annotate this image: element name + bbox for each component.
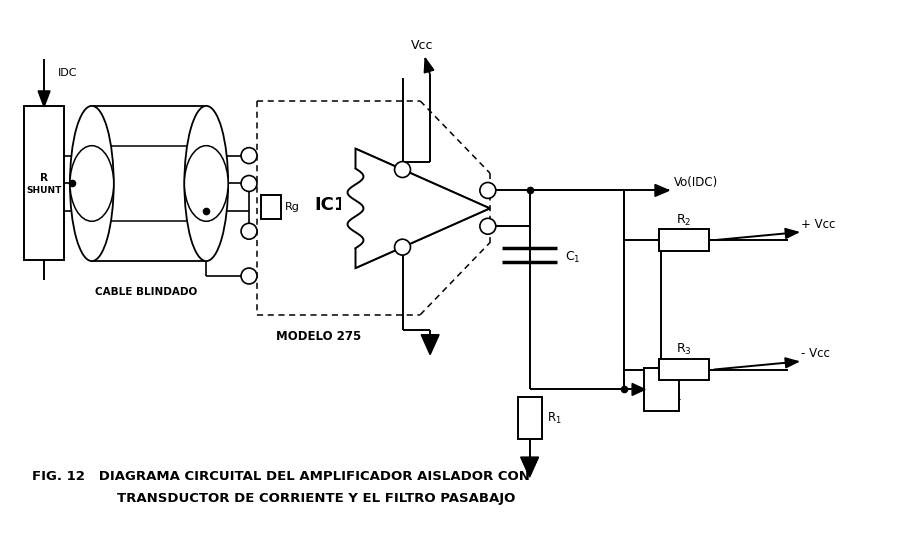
- Text: SHUNT: SHUNT: [26, 186, 62, 195]
- Circle shape: [241, 148, 257, 164]
- Text: CABLE BLINDADO: CABLE BLINDADO: [96, 287, 198, 297]
- Bar: [517, 397, 541, 439]
- Text: IC1: IC1: [314, 196, 347, 214]
- Polygon shape: [785, 229, 798, 239]
- Circle shape: [241, 223, 257, 239]
- Polygon shape: [421, 335, 439, 355]
- Circle shape: [394, 239, 411, 255]
- Text: Vcc: Vcc: [411, 39, 434, 52]
- Bar: [659, 359, 709, 381]
- Ellipse shape: [70, 145, 114, 221]
- Text: 3: 3: [246, 179, 252, 188]
- Text: Vo(IDC): Vo(IDC): [674, 176, 718, 189]
- Text: IDC: IDC: [58, 68, 77, 78]
- Text: 5: 5: [485, 186, 491, 195]
- Ellipse shape: [70, 106, 114, 261]
- Text: Rg: Rg: [285, 203, 300, 213]
- Text: 1: 1: [246, 151, 252, 160]
- Bar: [25, 106, 64, 260]
- Text: R$_3$: R$_3$: [676, 342, 691, 357]
- Ellipse shape: [184, 145, 228, 221]
- Text: R: R: [40, 173, 48, 183]
- Polygon shape: [38, 91, 50, 107]
- Polygon shape: [632, 384, 645, 395]
- Text: P: P: [654, 383, 661, 396]
- Text: 4: 4: [246, 227, 251, 236]
- Circle shape: [480, 183, 496, 198]
- Text: FIG. 12   DIAGRAMA CIRCUITAL DEL AMPLIFICADOR AISLADOR CON: FIG. 12 DIAGRAMA CIRCUITAL DEL AMPLIFICA…: [32, 471, 530, 483]
- Circle shape: [241, 268, 257, 284]
- Text: R$_2$: R$_2$: [676, 213, 691, 228]
- Bar: [261, 195, 281, 219]
- Polygon shape: [355, 149, 490, 268]
- Text: + Vcc: + Vcc: [802, 218, 835, 231]
- Text: 6: 6: [485, 222, 491, 231]
- Polygon shape: [655, 184, 669, 196]
- Text: 7: 7: [400, 243, 405, 251]
- Bar: [92, 106, 206, 261]
- Text: R$_1$: R$_1$: [670, 390, 682, 403]
- Text: MODELO 275: MODELO 275: [276, 330, 361, 343]
- Circle shape: [394, 162, 411, 178]
- Bar: [644, 367, 679, 411]
- Polygon shape: [785, 358, 798, 368]
- Text: - Vcc: - Vcc: [802, 347, 830, 360]
- Polygon shape: [521, 457, 538, 477]
- Text: TRANSDUCTOR DE CORRIENTE Y EL FILTRO PASABAJO: TRANSDUCTOR DE CORRIENTE Y EL FILTRO PAS…: [117, 492, 515, 506]
- Bar: [659, 229, 709, 251]
- Circle shape: [241, 175, 257, 191]
- Text: 8: 8: [400, 165, 405, 174]
- Text: 2: 2: [246, 271, 251, 280]
- Circle shape: [480, 218, 496, 234]
- Text: R$_1$: R$_1$: [547, 411, 561, 426]
- Polygon shape: [425, 58, 434, 73]
- Text: C$_1$: C$_1$: [566, 250, 581, 265]
- Ellipse shape: [184, 106, 228, 261]
